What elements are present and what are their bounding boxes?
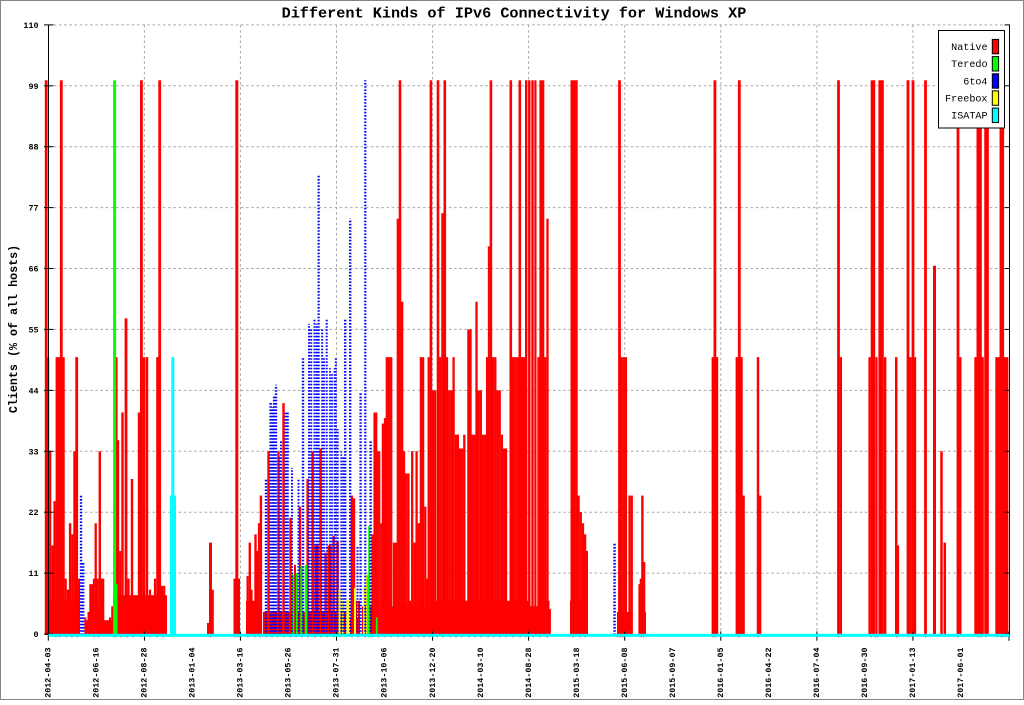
svg-text:2015-03-18: 2015-03-18: [572, 648, 582, 698]
svg-text:2016-07-04: 2016-07-04: [812, 648, 822, 698]
svg-text:6to4: 6to4: [963, 77, 987, 88]
svg-text:2016-09-30: 2016-09-30: [860, 648, 870, 698]
svg-text:2016-04-22: 2016-04-22: [764, 648, 774, 698]
svg-text:2013-01-04: 2013-01-04: [188, 648, 198, 698]
svg-text:2017-06-01: 2017-06-01: [956, 648, 966, 698]
svg-text:ISATAP: ISATAP: [951, 112, 987, 123]
svg-text:2012-04-03: 2012-04-03: [44, 648, 54, 698]
svg-text:Native: Native: [951, 42, 987, 54]
svg-text:77: 77: [28, 204, 38, 214]
svg-text:66: 66: [28, 265, 38, 275]
svg-text:2013-10-06: 2013-10-06: [380, 648, 390, 698]
svg-text:2013-07-31: 2013-07-31: [332, 648, 342, 698]
svg-text:2016-01-05: 2016-01-05: [716, 648, 726, 698]
svg-text:2015-09-07: 2015-09-07: [668, 648, 678, 698]
svg-text:33: 33: [28, 447, 38, 457]
svg-text:2014-03-10: 2014-03-10: [476, 648, 486, 698]
svg-text:2013-05-26: 2013-05-26: [284, 648, 294, 698]
svg-text:Different Kinds of IPv6 Connec: Different Kinds of IPv6 Connectivity for…: [282, 5, 747, 23]
svg-text:22: 22: [28, 508, 38, 518]
svg-text:44: 44: [28, 386, 38, 396]
svg-text:11: 11: [28, 569, 38, 579]
svg-text:2012-06-16: 2012-06-16: [92, 648, 102, 698]
svg-text:88: 88: [28, 143, 38, 153]
svg-text:2014-08-28: 2014-08-28: [524, 648, 534, 698]
svg-text:55: 55: [28, 325, 38, 335]
svg-text:2013-12-20: 2013-12-20: [428, 648, 438, 698]
svg-text:Clients (% of all hosts): Clients (% of all hosts): [7, 245, 21, 413]
svg-text:99: 99: [28, 82, 38, 92]
svg-text:Teredo: Teredo: [951, 59, 987, 71]
svg-text:110: 110: [23, 21, 38, 31]
svg-text:Freebox: Freebox: [945, 94, 987, 106]
svg-text:2015-06-08: 2015-06-08: [620, 648, 630, 698]
svg-text:2017-01-13: 2017-01-13: [908, 648, 918, 698]
svg-text:2012-08-28: 2012-08-28: [140, 648, 150, 698]
svg-text:0: 0: [33, 630, 38, 640]
svg-text:2013-03-16: 2013-03-16: [236, 648, 246, 698]
